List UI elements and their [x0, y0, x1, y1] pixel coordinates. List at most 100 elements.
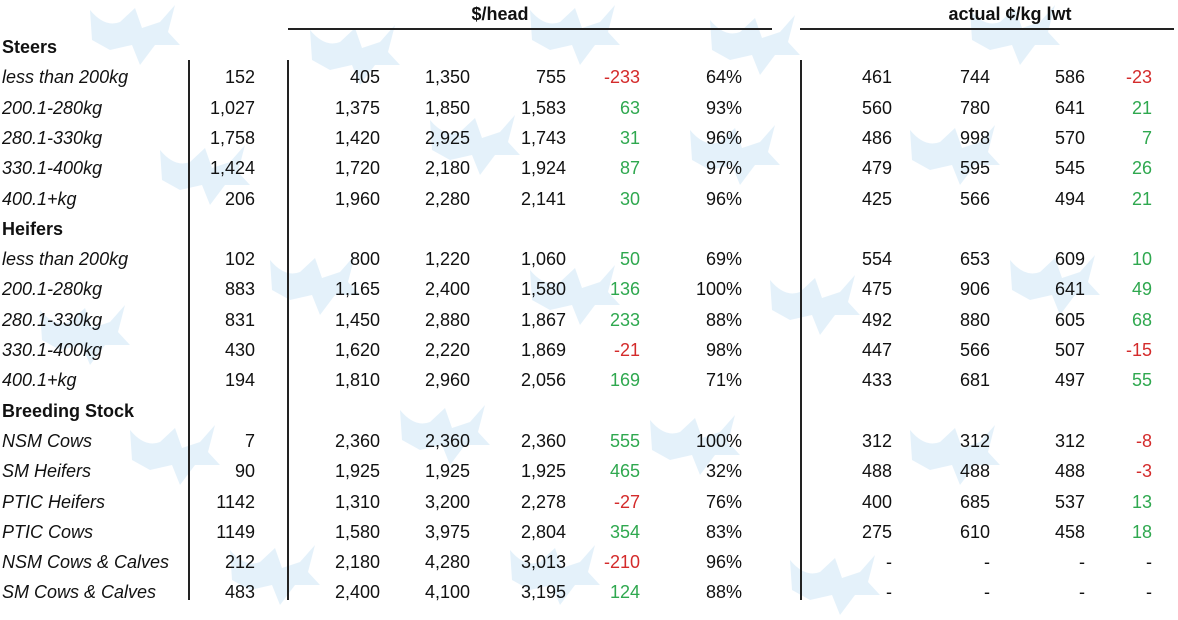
cell-col-7: 492 [861, 309, 892, 330]
cell-col-9: 641 [1054, 97, 1085, 118]
cell-col-5: 30 [619, 188, 640, 209]
row-label: 200.1-280kg [2, 97, 103, 118]
cell-col-4: 2,360 [520, 430, 566, 451]
cell-col-6: 96% [705, 188, 742, 209]
cell-col-10: -8 [1135, 430, 1152, 451]
section-label: Breeding Stock [2, 400, 135, 421]
table-row: less than 200kg 102 800 1,220 1,060 50 69% 554 6… [0, 244, 1178, 274]
row-label: SM Heifers [2, 461, 92, 482]
cell-col-2: 1,450 [334, 309, 380, 330]
cell-col-4: 1,583 [520, 97, 566, 118]
cell-col-8: 566 [959, 340, 990, 360]
cell-col-8: 685 [959, 491, 990, 512]
table-row: 200.1-280kg 883 1,165 2,400 1,580 136 100% 475 9… [0, 274, 1178, 304]
cell-col-5: 136 [609, 279, 640, 300]
table-row: 330.1-400kg 1,424 1,720 2,180 1,924 87 97% 479 5… [0, 153, 1178, 183]
cell-col-1: 1,027 [209, 97, 255, 118]
cell-col-7: 400 [861, 491, 892, 512]
cell-col-6: 100% [695, 279, 742, 300]
cell-col-10: 7 [1141, 127, 1152, 148]
cell-col-6: 97% [705, 158, 742, 179]
cell-col-5: -210 [603, 552, 640, 573]
cell-col-6: 88% [705, 309, 742, 330]
cell-col-1: 7 [244, 430, 255, 451]
cell-col-4: 2,056 [520, 370, 566, 391]
table-row: PTIC Cows 1149 1,580 3,975 2,804 354 83% 275 610… [0, 517, 1178, 547]
cell-col-1: 1149 [216, 521, 255, 542]
table-row: SM Heifers 90 1,925 1,925 1,925 465 32% 488 488 4… [0, 456, 1178, 486]
cell-col-6: 83% [705, 521, 742, 542]
cell-col-6: 96% [705, 552, 742, 573]
cell-col-5: -233 [603, 67, 640, 88]
cell-col-10: 13 [1131, 491, 1152, 512]
row-label: 200.1-280kg [2, 279, 103, 300]
cell-col-8: 880 [959, 309, 990, 330]
cell-col-3: 1,220 [424, 249, 470, 270]
cell-col-1: 1142 [216, 491, 255, 512]
cell-col-10: 55 [1131, 370, 1152, 391]
cell-col-7: 461 [861, 67, 892, 88]
cell-col-1: 90 [234, 461, 255, 482]
cell-col-4: 1,743 [520, 127, 566, 148]
cell-col-6: 98% [705, 340, 742, 360]
cell-col-4: 755 [535, 67, 566, 88]
cell-col-2: 1,810 [334, 370, 380, 391]
cell-col-1: 206 [224, 188, 255, 209]
cell-col-4: 1,924 [520, 158, 566, 179]
divider-left [188, 60, 190, 600]
row-label: less than 200kg [2, 249, 129, 270]
row-label: NSM Cows & Calves [2, 552, 170, 573]
cell-col-10: -23 [1125, 67, 1152, 88]
cell-col-7: 312 [861, 430, 892, 451]
table-row: SM Cows & Calves 483 2,400 4,100 3,195 124 88%… [0, 577, 1178, 607]
cell-col-3: 2,280 [424, 188, 470, 209]
cell-col-3: 3,975 [424, 521, 470, 542]
cell-col-1: 102 [224, 249, 255, 270]
cell-col-8: 681 [959, 370, 990, 391]
cell-col-2: 1,960 [334, 188, 380, 209]
cell-col-3: 2,180 [424, 158, 470, 179]
cell-col-2: 1,620 [334, 340, 380, 360]
cell-col-3: 2,400 [424, 279, 470, 300]
header-underline-dollar [288, 28, 772, 30]
dollar-per-head-header: $/head [471, 4, 529, 24]
cell-col-8: - [984, 582, 990, 603]
cents-per-kg-header: actual ¢/kg lwt [948, 4, 1072, 24]
cell-col-2: 1,310 [334, 491, 380, 512]
cell-col-8: 312 [959, 430, 990, 451]
cell-col-3: 2,960 [424, 370, 470, 391]
cell-col-4: 3,013 [520, 552, 566, 573]
section-label: Heifers [2, 218, 64, 239]
table-row: 400.1+kg 206 1,960 2,280 2,141 30 96% 425 566 494… [0, 184, 1178, 214]
cell-col-5: 50 [619, 249, 640, 270]
cell-col-3: 1,350 [424, 67, 470, 88]
cell-col-4: 3,195 [520, 582, 566, 603]
cell-col-4: 2,278 [520, 491, 566, 512]
cell-col-8: 906 [959, 279, 990, 300]
table-row: 280.1-330kg 831 1,450 2,880 1,867 233 88% 492 88… [0, 305, 1178, 335]
cell-col-9: 312 [1054, 430, 1085, 451]
row-label: 330.1-400kg [2, 158, 103, 179]
cell-col-6: 71% [705, 370, 742, 391]
cell-col-10: 21 [1131, 188, 1152, 209]
table-row: 200.1-280kg 1,027 1,375 1,850 1,583 63 93% 560 7… [0, 93, 1178, 123]
row-label: 400.1+kg [2, 188, 77, 209]
row-label: 280.1-330kg [2, 309, 103, 330]
cell-col-7: 425 [861, 188, 892, 209]
cell-col-3: 4,100 [424, 582, 470, 603]
cell-col-7: - [886, 582, 892, 603]
cell-col-6: 32% [705, 461, 742, 482]
cell-col-8: 744 [959, 67, 990, 88]
table-row: 280.1-330kg 1,758 1,420 2,925 1,743 31 96% 486 9… [0, 123, 1178, 153]
cell-col-6: 88% [705, 582, 742, 603]
cell-col-2: 1,580 [334, 521, 380, 542]
cell-col-6: 64% [705, 67, 742, 88]
section-header-row: Steers [0, 32, 1178, 62]
cell-col-7: 447 [861, 340, 892, 360]
cell-col-8: 780 [959, 97, 990, 118]
cell-col-6: 96% [705, 127, 742, 148]
cell-col-7: 433 [861, 370, 892, 391]
cell-col-9: 458 [1054, 521, 1085, 542]
cell-col-9: 641 [1054, 279, 1085, 300]
row-label: 330.1-400kg [2, 340, 103, 360]
